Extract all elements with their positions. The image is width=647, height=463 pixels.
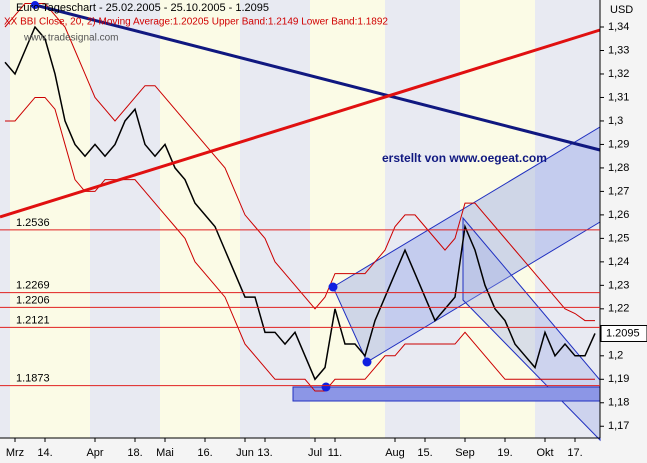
month-stripe	[90, 0, 160, 438]
trend-line-down	[34, 3, 601, 152]
y-tick-label: 1,19	[608, 373, 629, 385]
y-tick-label: 1,3	[608, 115, 623, 127]
month-stripe	[10, 0, 90, 438]
y-axis-label: USD	[610, 4, 633, 16]
level-label: 1.2536	[16, 217, 50, 229]
x-tick-label: 18.	[127, 447, 142, 459]
annotation: erstellt von www.oegeat.com	[382, 151, 547, 165]
price-line	[4, 25, 596, 381]
y-tick-label: 1,29	[608, 138, 629, 150]
falling-channel	[462, 216, 601, 442]
y-tick-label: 1,27	[608, 185, 629, 197]
month-stripe	[460, 0, 535, 438]
x-tick-label: 11.	[328, 447, 342, 459]
x-tick-label: 16.	[197, 447, 212, 459]
month-stripe	[160, 0, 240, 438]
x-tick-label: 14.	[37, 447, 52, 459]
x-tick-label: Mrz	[6, 447, 24, 459]
month-stripes	[0, 0, 600, 438]
pivot-point	[321, 382, 331, 392]
month-stripe	[0, 0, 10, 438]
x-tick-label: 19.	[497, 447, 512, 459]
chart-title: Euro Tageschart - 25.02.2005 - 25.10.200…	[16, 2, 269, 14]
y-tick-label: 1,25	[608, 232, 629, 244]
band-line	[4, 3, 595, 322]
plot	[4, 3, 596, 392]
y-tick-label: 1,22	[608, 303, 629, 315]
x-tick-label: 17.	[567, 447, 582, 459]
x-tick-label: 13.	[257, 447, 272, 459]
x-tick-label: Mai	[156, 447, 174, 459]
y-tick-label: 1,24	[608, 256, 629, 268]
x-tick-label: Sep	[455, 447, 475, 459]
band-line	[5, 96, 595, 392]
x-tick-label: Apr	[86, 447, 103, 459]
y-tick-label: 1,28	[608, 162, 629, 174]
last-price-box	[600, 324, 647, 342]
level-label: 1.2269	[16, 280, 50, 292]
y-tick-label: 1,17	[608, 420, 629, 432]
y-tick-label: 1,31	[608, 91, 629, 103]
level-label: 1.2206	[16, 294, 50, 306]
x-tick-label: Jun	[236, 447, 254, 459]
watermark: www.tradesignal.com	[23, 33, 118, 44]
y-tick-label: 1,23	[608, 279, 629, 291]
y-tick-label: 1,32	[608, 68, 629, 80]
x-tick-label: Aug	[385, 447, 405, 459]
y-tick-label: 1,34	[608, 21, 629, 33]
last-price-label: 1.2095	[606, 327, 640, 339]
month-stripe	[310, 0, 385, 438]
y-tick-label: 1,26	[608, 209, 629, 221]
x-tick-label: 15.	[417, 447, 432, 459]
pivot-point	[31, 1, 39, 9]
level-label: 1.2121	[16, 314, 50, 326]
level-label: 1.1873	[16, 373, 50, 385]
x-tick-label: Okt	[536, 447, 553, 459]
month-stripe	[385, 0, 460, 438]
x-tick-label: Jul	[308, 447, 322, 459]
y-tick-label: 1,33	[608, 44, 629, 56]
y-tick-label: 1,2	[608, 350, 623, 362]
pivot-point	[328, 282, 338, 292]
y-tick-label: 1,18	[608, 397, 629, 409]
chart-subtitle: XX BBI Close, 20, 2) Moving Average:1.20…	[4, 17, 388, 28]
trend-line-up	[0, 28, 601, 219]
month-stripe	[535, 0, 600, 438]
pivot-point	[362, 357, 372, 367]
support-zone	[292, 386, 601, 402]
